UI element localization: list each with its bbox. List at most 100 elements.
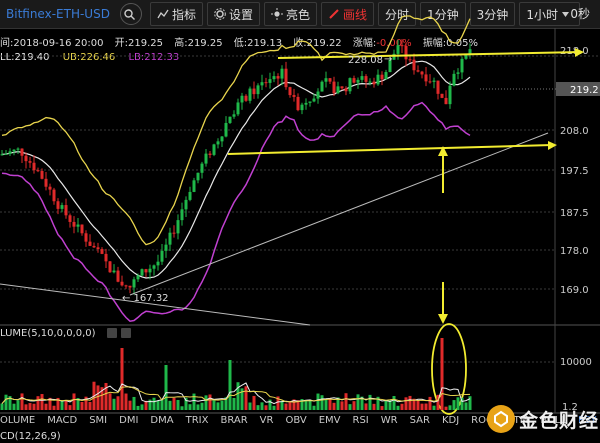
volume-bar xyxy=(316,393,320,410)
candle-body xyxy=(80,224,84,234)
candle-body xyxy=(44,178,48,187)
settings-small-icon xyxy=(107,328,117,338)
candle-body xyxy=(48,186,52,190)
volume-bar xyxy=(88,401,92,410)
candle-body xyxy=(260,82,264,86)
indicator-tab-psy[interactable]: PSY xyxy=(578,415,597,426)
search-button[interactable] xyxy=(119,3,142,25)
candle-body xyxy=(216,141,220,145)
candle-body xyxy=(220,136,224,142)
volume-bar xyxy=(376,396,380,410)
volume-bar xyxy=(168,400,172,410)
timeframe-tick[interactable]: 分时 xyxy=(378,2,417,26)
candle-body xyxy=(164,244,168,251)
boll-lower-line xyxy=(1,101,471,323)
gear-icon xyxy=(214,8,226,20)
volume-bar xyxy=(400,403,404,410)
volume-bar xyxy=(344,393,348,410)
indicator-tab-kdj[interactable]: KDJ xyxy=(441,415,460,426)
candle-body xyxy=(436,80,440,94)
low-price-mark: ← 167.32 xyxy=(122,293,169,304)
volume-bar xyxy=(320,395,324,410)
volume-bar xyxy=(128,400,132,410)
symbol-selector[interactable]: Bitfinex-ETH-USD xyxy=(2,3,114,25)
indicator-tab-trix[interactable]: TRIX xyxy=(185,415,209,426)
indicator-tab-rsi[interactable]: RSI xyxy=(352,415,369,426)
arrow-down-icon xyxy=(438,314,448,324)
volume-bar xyxy=(256,405,260,410)
volume-bar xyxy=(304,400,308,410)
candle-body xyxy=(120,281,124,286)
candle-body xyxy=(252,88,256,95)
candle-body xyxy=(384,72,388,80)
volume-bar xyxy=(0,403,4,410)
indicator-tab-smi[interactable]: SMI xyxy=(89,415,108,426)
volume-indicator-label: LUME(5,10,0,0,0,0) xyxy=(0,328,96,339)
candle-body xyxy=(136,275,140,280)
candle-body xyxy=(148,268,152,273)
candle-body xyxy=(272,76,276,80)
candle-body xyxy=(332,81,336,94)
candle-body xyxy=(268,79,272,83)
theme-label: 亮色 xyxy=(285,7,310,22)
candle-body xyxy=(128,285,132,288)
volume-bar xyxy=(164,365,168,410)
volume-bar xyxy=(460,397,464,410)
candle-body xyxy=(100,249,104,254)
candle-body xyxy=(448,85,452,105)
indicator-tab-macd[interactable]: MACD xyxy=(47,415,78,426)
draw-button[interactable]: 画线 xyxy=(321,2,375,26)
indicator-tab-dma[interactable]: DMA xyxy=(150,415,174,426)
volume-bar xyxy=(200,402,204,410)
jinse-logo-icon xyxy=(487,405,515,433)
volume-bar xyxy=(12,403,16,410)
timeframe-3m[interactable]: 3分钟 xyxy=(469,2,516,26)
indicator-tab-obv[interactable]: OBV xyxy=(285,415,307,426)
volume-bar xyxy=(312,405,316,410)
candle-body xyxy=(412,59,416,71)
volume-bar xyxy=(44,403,48,410)
volume-bar xyxy=(48,397,52,410)
volume-bar xyxy=(436,394,440,410)
indicators-button[interactable]: 指标 xyxy=(149,2,203,26)
chevron-down-icon xyxy=(561,11,569,17)
indicator-tab-mtm[interactable]: MTM xyxy=(504,415,529,426)
timeframe-1m[interactable]: 1分钟 xyxy=(420,2,466,26)
candle-body xyxy=(376,74,380,85)
timeframe-1h[interactable]: 1小时 xyxy=(519,2,580,26)
volume-bar xyxy=(336,397,340,410)
axis-label-3: 187.5 xyxy=(560,208,589,219)
volume-bar xyxy=(392,395,396,410)
indicator-tab-vr[interactable]: VR xyxy=(259,415,274,426)
indicator-tab-boll[interactable]: BOLL xyxy=(540,415,567,426)
info-time: 间:2018-09-16 20:00 xyxy=(0,38,104,49)
theme-button[interactable]: 亮色 xyxy=(263,2,317,26)
candles xyxy=(0,39,472,295)
settings-button[interactable]: 设置 xyxy=(206,2,260,26)
candle-body xyxy=(464,54,468,59)
indicator-tab-sar[interactable]: SAR xyxy=(409,415,430,426)
volume-bar xyxy=(440,338,444,410)
indicator-tab-brar[interactable]: BRAR xyxy=(220,415,248,426)
indicator-tab-wr[interactable]: WR xyxy=(380,415,398,426)
axis-label-1: 208.0 xyxy=(560,126,589,137)
axis-label-5: 169.0 xyxy=(560,285,589,296)
boll-legend: LL:219.40 UB:226.46 LB:212.33 xyxy=(0,52,189,63)
volume-bar xyxy=(172,397,176,410)
indicator-tab-roc[interactable]: ROC xyxy=(471,415,493,426)
volume-bar xyxy=(4,394,8,410)
volume-bar xyxy=(444,406,448,410)
candle-body xyxy=(4,153,8,155)
axis-label-4: 178.0 xyxy=(560,246,589,257)
candle-body xyxy=(76,224,80,227)
indicator-tab-emv[interactable]: EMV xyxy=(318,415,341,426)
volume-bar xyxy=(464,402,468,410)
volume-bar xyxy=(8,396,12,410)
indicator-tab-dmi[interactable]: DMI xyxy=(119,415,139,426)
arrow-up-icon xyxy=(438,146,448,156)
volume-bar xyxy=(448,405,452,410)
candle-body xyxy=(64,205,68,216)
indicator-tab-olume[interactable]: OLUME xyxy=(0,415,36,426)
macd-indicator-label: CD(12,26,9) xyxy=(0,431,61,442)
